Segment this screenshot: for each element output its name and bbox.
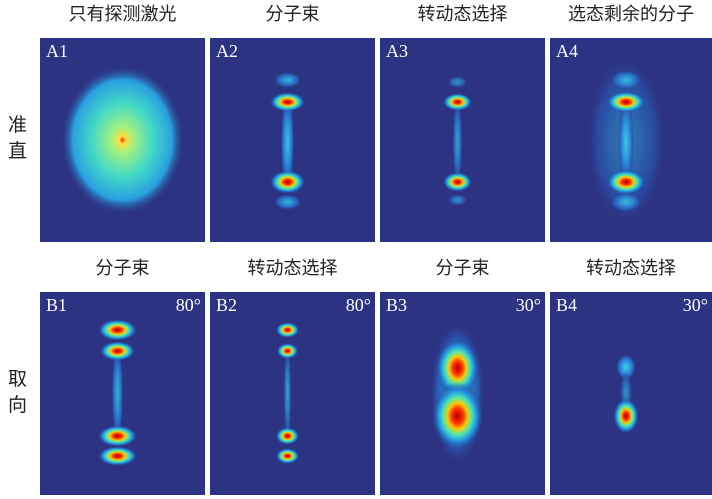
panel-title: 选态剩余的分子 bbox=[568, 4, 694, 25]
panel-title: 只有探测激光 bbox=[69, 4, 177, 25]
row-label: 取向 bbox=[8, 368, 27, 416]
signal-spot bbox=[613, 398, 639, 434]
angle-label: 80° bbox=[176, 295, 201, 315]
signal-spot bbox=[276, 427, 300, 445]
signal-spot bbox=[606, 169, 646, 195]
signal-spot bbox=[448, 76, 468, 88]
signal-spot bbox=[443, 93, 473, 111]
angle-label: 80° bbox=[346, 295, 371, 315]
signal-spot bbox=[276, 322, 300, 338]
signal-spot bbox=[274, 194, 302, 210]
panel-id: A4 bbox=[556, 41, 578, 61]
signal-spot bbox=[270, 170, 306, 194]
signal-spot bbox=[270, 92, 306, 112]
panel-id: A3 bbox=[386, 41, 408, 61]
angle-label: 30° bbox=[516, 295, 541, 315]
panel-title: 转动态选择 bbox=[418, 4, 508, 25]
panel-id: B2 bbox=[216, 295, 237, 315]
panel-title: 转动态选择 bbox=[586, 258, 676, 279]
panel-id: B3 bbox=[386, 295, 407, 315]
signal-spot bbox=[100, 341, 136, 361]
panel-id: A2 bbox=[216, 41, 238, 61]
signal-spot bbox=[606, 91, 646, 113]
panel-background bbox=[210, 292, 375, 495]
row-label: 准直 bbox=[8, 114, 27, 162]
signal-spot bbox=[443, 172, 473, 192]
panel-id: A1 bbox=[46, 41, 68, 61]
panel-id: B1 bbox=[46, 295, 67, 315]
signal-spot bbox=[98, 319, 138, 341]
signal-spot bbox=[610, 70, 642, 90]
signal-spot bbox=[274, 72, 302, 88]
signal-spot bbox=[98, 446, 138, 466]
angle-label: 30° bbox=[683, 295, 708, 315]
signal-spot bbox=[276, 448, 300, 464]
signal-spot bbox=[448, 194, 468, 206]
signal-spot bbox=[432, 382, 484, 450]
figure: 准直 只有探测激光A1 分子束 A2 转动态选择 A3 选态剩余的分子 A4 取向 分子束 B1 80… bbox=[0, 0, 712, 495]
panel-title: 分子束 bbox=[266, 4, 320, 25]
panel-title: 分子束 bbox=[436, 258, 490, 279]
signal-spot bbox=[98, 425, 138, 447]
panel-id: B4 bbox=[556, 295, 577, 315]
signal-spot bbox=[277, 343, 299, 359]
signal-spot bbox=[61, 65, 185, 215]
panel-title: 转动态选择 bbox=[248, 258, 338, 279]
panel-background bbox=[380, 38, 545, 242]
panel-title: 分子束 bbox=[96, 258, 150, 279]
